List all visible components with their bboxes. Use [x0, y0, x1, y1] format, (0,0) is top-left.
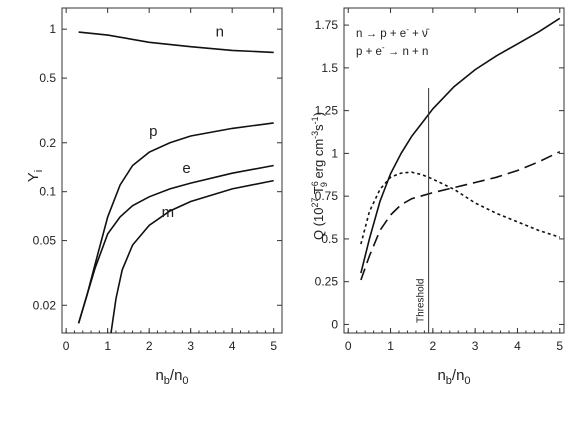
left-curve-labels: n p e m [149, 24, 224, 221]
left-y-axis-title: Yi [25, 170, 45, 182]
left-y-ticks: 0.02 0.05 0.1 0.2 0.5 1 [33, 22, 282, 312]
right-y-tick-label: 1.25 [315, 104, 339, 118]
left-y-tick-label: 0.2 [39, 136, 56, 150]
left-panel-yi-vs-density: 0 1 2 3 4 5 0.02 0.05 0.1 0.2 0.5 1 n p e m Yi nb/n0 [25, 7, 283, 387]
right-y-tick-label: 0.25 [315, 275, 339, 289]
left-curve-m [110, 179, 274, 334]
legend-line-1: n → p + e- + ν̄ [356, 25, 430, 40]
right-panel-emissivity: 0 1 2 3 4 5 0 0.25 0.5 0.75 1 1.25 1.5 1.75 Threshol… [310, 7, 565, 387]
right-x-tick-label: 3 [472, 339, 479, 353]
left-curve-n [78, 31, 274, 54]
left-y-tick-label: 1 [49, 22, 56, 36]
right-y-tick-label: 0.5 [321, 232, 338, 246]
right-curve-solid [360, 17, 561, 274]
right-plot-frame [343, 7, 565, 334]
curve-label-p: p [149, 123, 157, 140]
right-x-tick-label: 2 [430, 339, 437, 353]
left-curves [77, 31, 274, 334]
right-y-ticks: 0 0.25 0.5 0.75 1 1.25 1.5 1.75 [315, 18, 564, 331]
right-x-tick-label: 4 [514, 339, 521, 353]
right-y-tick-label: 1.5 [321, 61, 338, 75]
curve-label-m: m [162, 204, 175, 221]
right-x-axis-title: nb/n0 [437, 367, 470, 387]
right-y-axis-title: Q (1027 T69 erg cm-3s-1) [310, 112, 329, 240]
right-y-tick-label: 0.75 [315, 189, 339, 203]
curve-label-e: e [182, 160, 190, 177]
left-y-tick-label: 0.05 [33, 234, 57, 248]
left-x-tick-label: 4 [229, 339, 236, 353]
right-x-ticks: 0 1 2 3 4 5 [345, 8, 563, 353]
threshold-label: Threshold [416, 279, 427, 323]
left-x-tick-label: 1 [104, 339, 111, 353]
right-x-tick-label: 5 [556, 339, 563, 353]
left-y-tick-label: 0.02 [33, 298, 57, 312]
left-x-tick-label: 2 [146, 339, 153, 353]
left-curve-e [77, 164, 274, 324]
left-plot-frame [61, 7, 283, 334]
right-y-tick-label: 1.75 [315, 18, 339, 32]
right-curve-short-dash [360, 171, 561, 245]
left-y-tick-label: 0.1 [39, 185, 56, 199]
left-x-axis-title: nb/n0 [155, 367, 188, 387]
left-x-tick-label: 0 [63, 339, 70, 353]
right-x-tick-label: 0 [345, 339, 352, 353]
left-x-ticks: 0 1 2 3 4 5 [63, 8, 277, 353]
curve-label-n: n [216, 24, 224, 41]
right-y-tick-label: 0 [331, 317, 338, 331]
left-curve-p [77, 122, 274, 324]
right-curves [360, 17, 561, 281]
right-curve-long-dash [360, 150, 561, 281]
left-x-tick-label: 3 [187, 339, 194, 353]
right-y-tick-label: 1 [331, 146, 338, 160]
left-x-tick-label: 5 [270, 339, 277, 353]
right-x-tick-label: 1 [387, 339, 394, 353]
left-y-tick-label: 0.5 [39, 71, 56, 85]
legend-line-2: p + e- → n + n [356, 43, 428, 58]
